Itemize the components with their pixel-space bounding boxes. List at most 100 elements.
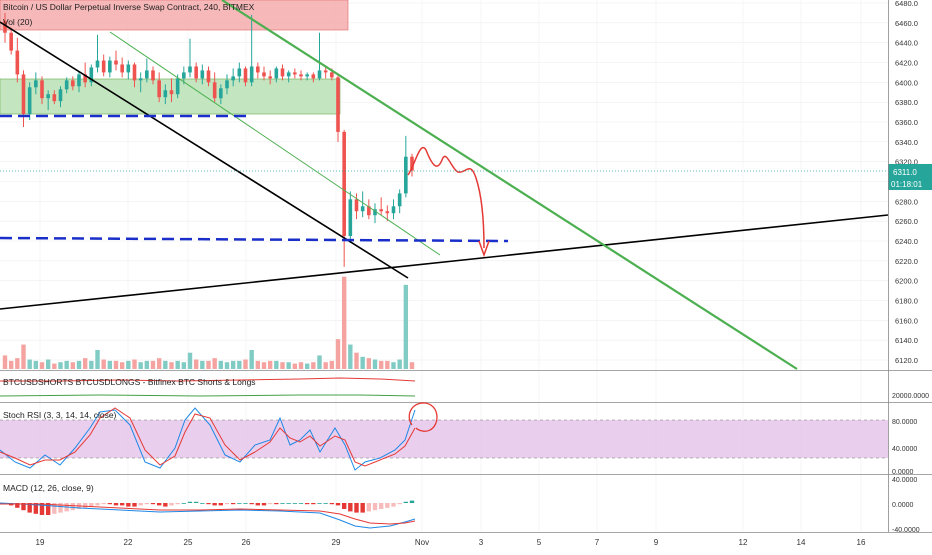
price-tick-label: 6220.0: [895, 257, 918, 266]
trendline-green-thin: [109, 31, 441, 256]
candle: [256, 62, 260, 79]
candle: [108, 56, 112, 78]
candle: [77, 72, 81, 93]
macd-hist-bar: [255, 503, 261, 506]
volume-bar: [298, 362, 304, 369]
macd-hist-bar: [132, 503, 137, 507]
candle: [126, 60, 131, 80]
macd-hist-bar: [335, 503, 341, 506]
macd-hist-bar: [397, 503, 402, 505]
macd-hist-bar: [409, 500, 415, 503]
price-tick-label: 6180.0: [895, 297, 918, 306]
volume-bar: [76, 360, 82, 369]
macd-hist-bar: [119, 503, 125, 506]
macd-hist-bar: [39, 503, 45, 515]
candle: [373, 203, 377, 224]
macd-hist-bar: [378, 503, 384, 509]
time-tick-label: 29: [332, 538, 341, 547]
time-tick-label: 26: [242, 538, 251, 547]
macd-hist-bar: [33, 503, 39, 514]
price-tick-label: 6380.0: [895, 98, 918, 107]
candle: [299, 70, 303, 81]
volume-bar: [200, 360, 205, 369]
macd-hist-bar: [354, 503, 359, 513]
macd-hist-bar: [403, 501, 409, 503]
macd-hist-bar: [187, 501, 193, 503]
volume-bar: [274, 360, 279, 369]
macd-hist-bar: [45, 503, 51, 515]
volume-bar: [218, 360, 224, 369]
candle: [194, 62, 198, 83]
volume-bar: [249, 350, 254, 369]
time-tick-label: 12: [739, 538, 748, 547]
volume-bar: [243, 359, 248, 369]
volume-bar: [150, 360, 156, 369]
projection-arrow-head: [478, 240, 490, 258]
price-tick-label: 6120.0: [895, 356, 918, 365]
macd-pane[interactable]: MACD (12, 26, close, 9) 40.0000 0.0000 -…: [0, 477, 920, 534]
volume-bar: [82, 358, 88, 369]
volume-bar: [70, 362, 76, 369]
macd-hist-bar: [348, 503, 353, 512]
stoch-d-line: [0, 407, 416, 467]
candle: [379, 197, 383, 216]
volume-bar: [119, 362, 125, 369]
candle: [58, 86, 63, 108]
volume-bar: [360, 356, 365, 369]
time-tick-label: 25: [184, 538, 193, 547]
time-tick-label: 7: [595, 538, 600, 547]
trendline-green-long: [221, 0, 798, 370]
shorts-longs-pane[interactable]: BTCUSDSHORTS BTCUSDLONGS - Bitfinex BTC …: [0, 377, 929, 400]
trendline-black-up: [0, 214, 889, 310]
macd-hist-bar: [200, 503, 205, 504]
volume-bar: [107, 360, 113, 369]
candle: [311, 72, 316, 83]
candle: [360, 191, 365, 218]
volume-bar: [341, 276, 347, 369]
candle: [169, 78, 174, 103]
price-tick-label: 6240.0: [895, 237, 918, 246]
volume-bar: [230, 360, 236, 369]
candle: [212, 72, 217, 103]
macd-hist-bar: [366, 503, 372, 512]
candle: [305, 72, 309, 81]
candle: [114, 50, 118, 71]
candle: [225, 74, 229, 95]
candle: [274, 66, 279, 83]
time-axis[interactable]: 19 22 25 26 29 Nov 3 5 7 9 12 14 16: [36, 538, 866, 547]
price-tick-label: 6320.0: [895, 158, 918, 167]
shorts-longs-axis-label: 20000.0000: [892, 393, 929, 400]
volume-bar: [89, 360, 94, 369]
time-tick-label: 16: [857, 538, 866, 547]
volume-bar: [15, 358, 20, 369]
candle: [71, 76, 75, 91]
candle: [249, 14, 254, 87]
stoch-circle-annotation: [408, 402, 438, 432]
macd-hist-bar: [341, 503, 347, 509]
stoch-axis-0: 0.0000: [892, 469, 914, 476]
macd-hist-bar: [15, 503, 20, 508]
macd-hist-bar: [237, 503, 242, 504]
volume-bar: [292, 363, 298, 369]
volume-bar: [237, 360, 242, 369]
candle: [243, 66, 248, 87]
candle: [280, 64, 285, 81]
candle: [138, 72, 143, 93]
volume-bar: [187, 352, 193, 369]
candle: [348, 191, 353, 243]
macd-line: [0, 502, 416, 529]
macd-hist-bar: [230, 503, 236, 505]
volume-bar: [403, 284, 409, 369]
trendline-black-down: [0, 21, 409, 279]
candle: [293, 68, 297, 79]
stoch-axis-40: 40.0000: [892, 446, 917, 453]
stoch-rsi-pane[interactable]: Stoch RSI (3, 3, 14, 14, close) 80.0000 …: [0, 402, 917, 476]
volume-bar: [8, 360, 14, 369]
time-tick-label: 5: [537, 538, 542, 547]
volume-bar: [255, 360, 261, 369]
candle: [342, 129, 346, 267]
candle: [40, 76, 44, 105]
main-pane[interactable]: [0, 0, 888, 370]
